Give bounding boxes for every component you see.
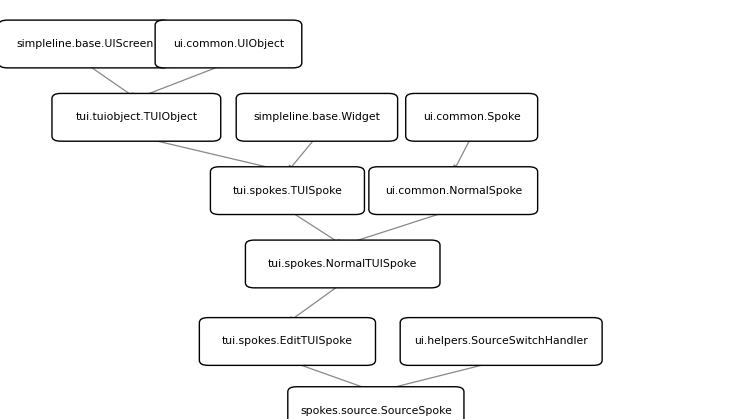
FancyBboxPatch shape xyxy=(368,167,537,215)
Text: simpleline.base.UIScreen: simpleline.base.UIScreen xyxy=(16,39,153,49)
Text: tui.spokes.TUISpoke: tui.spokes.TUISpoke xyxy=(232,186,343,196)
FancyBboxPatch shape xyxy=(52,93,220,141)
FancyBboxPatch shape xyxy=(405,93,538,141)
Text: ui.common.Spoke: ui.common.Spoke xyxy=(423,112,520,122)
FancyBboxPatch shape xyxy=(236,93,398,141)
FancyBboxPatch shape xyxy=(400,318,602,365)
FancyBboxPatch shape xyxy=(287,387,464,419)
Text: ui.common.NormalSpoke: ui.common.NormalSpoke xyxy=(385,186,522,196)
FancyBboxPatch shape xyxy=(210,167,364,215)
Text: tui.tuiobject.TUIObject: tui.tuiobject.TUIObject xyxy=(75,112,198,122)
Text: spokes.source.SourceSpoke: spokes.source.SourceSpoke xyxy=(300,406,452,416)
FancyBboxPatch shape xyxy=(155,20,301,68)
Text: tui.spokes.EditTUISpoke: tui.spokes.EditTUISpoke xyxy=(222,336,353,347)
FancyBboxPatch shape xyxy=(245,240,440,288)
FancyBboxPatch shape xyxy=(0,20,171,68)
Text: tui.spokes.NormalTUISpoke: tui.spokes.NormalTUISpoke xyxy=(268,259,417,269)
Text: simpleline.base.Widget: simpleline.base.Widget xyxy=(254,112,380,122)
Text: ui.common.UIObject: ui.common.UIObject xyxy=(173,39,284,49)
Text: ui.helpers.SourceSwitchHandler: ui.helpers.SourceSwitchHandler xyxy=(414,336,588,347)
FancyBboxPatch shape xyxy=(199,318,375,365)
